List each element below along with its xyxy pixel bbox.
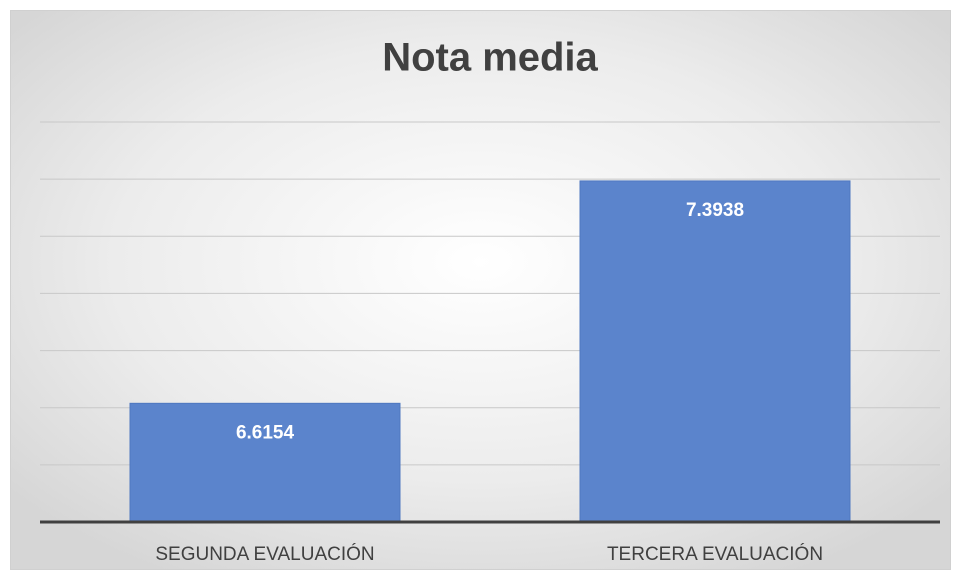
data-label: 6.6154 bbox=[236, 422, 295, 443]
x-tick-label: SEGUNDA EVALUACIÓN bbox=[155, 543, 374, 565]
bar bbox=[129, 402, 401, 523]
chart-title: Nota media bbox=[382, 36, 598, 80]
bar bbox=[579, 180, 851, 523]
data-label: 7.3938 bbox=[686, 200, 744, 221]
x-tick-label: TERCERA EVALUACIÓN bbox=[607, 543, 823, 565]
